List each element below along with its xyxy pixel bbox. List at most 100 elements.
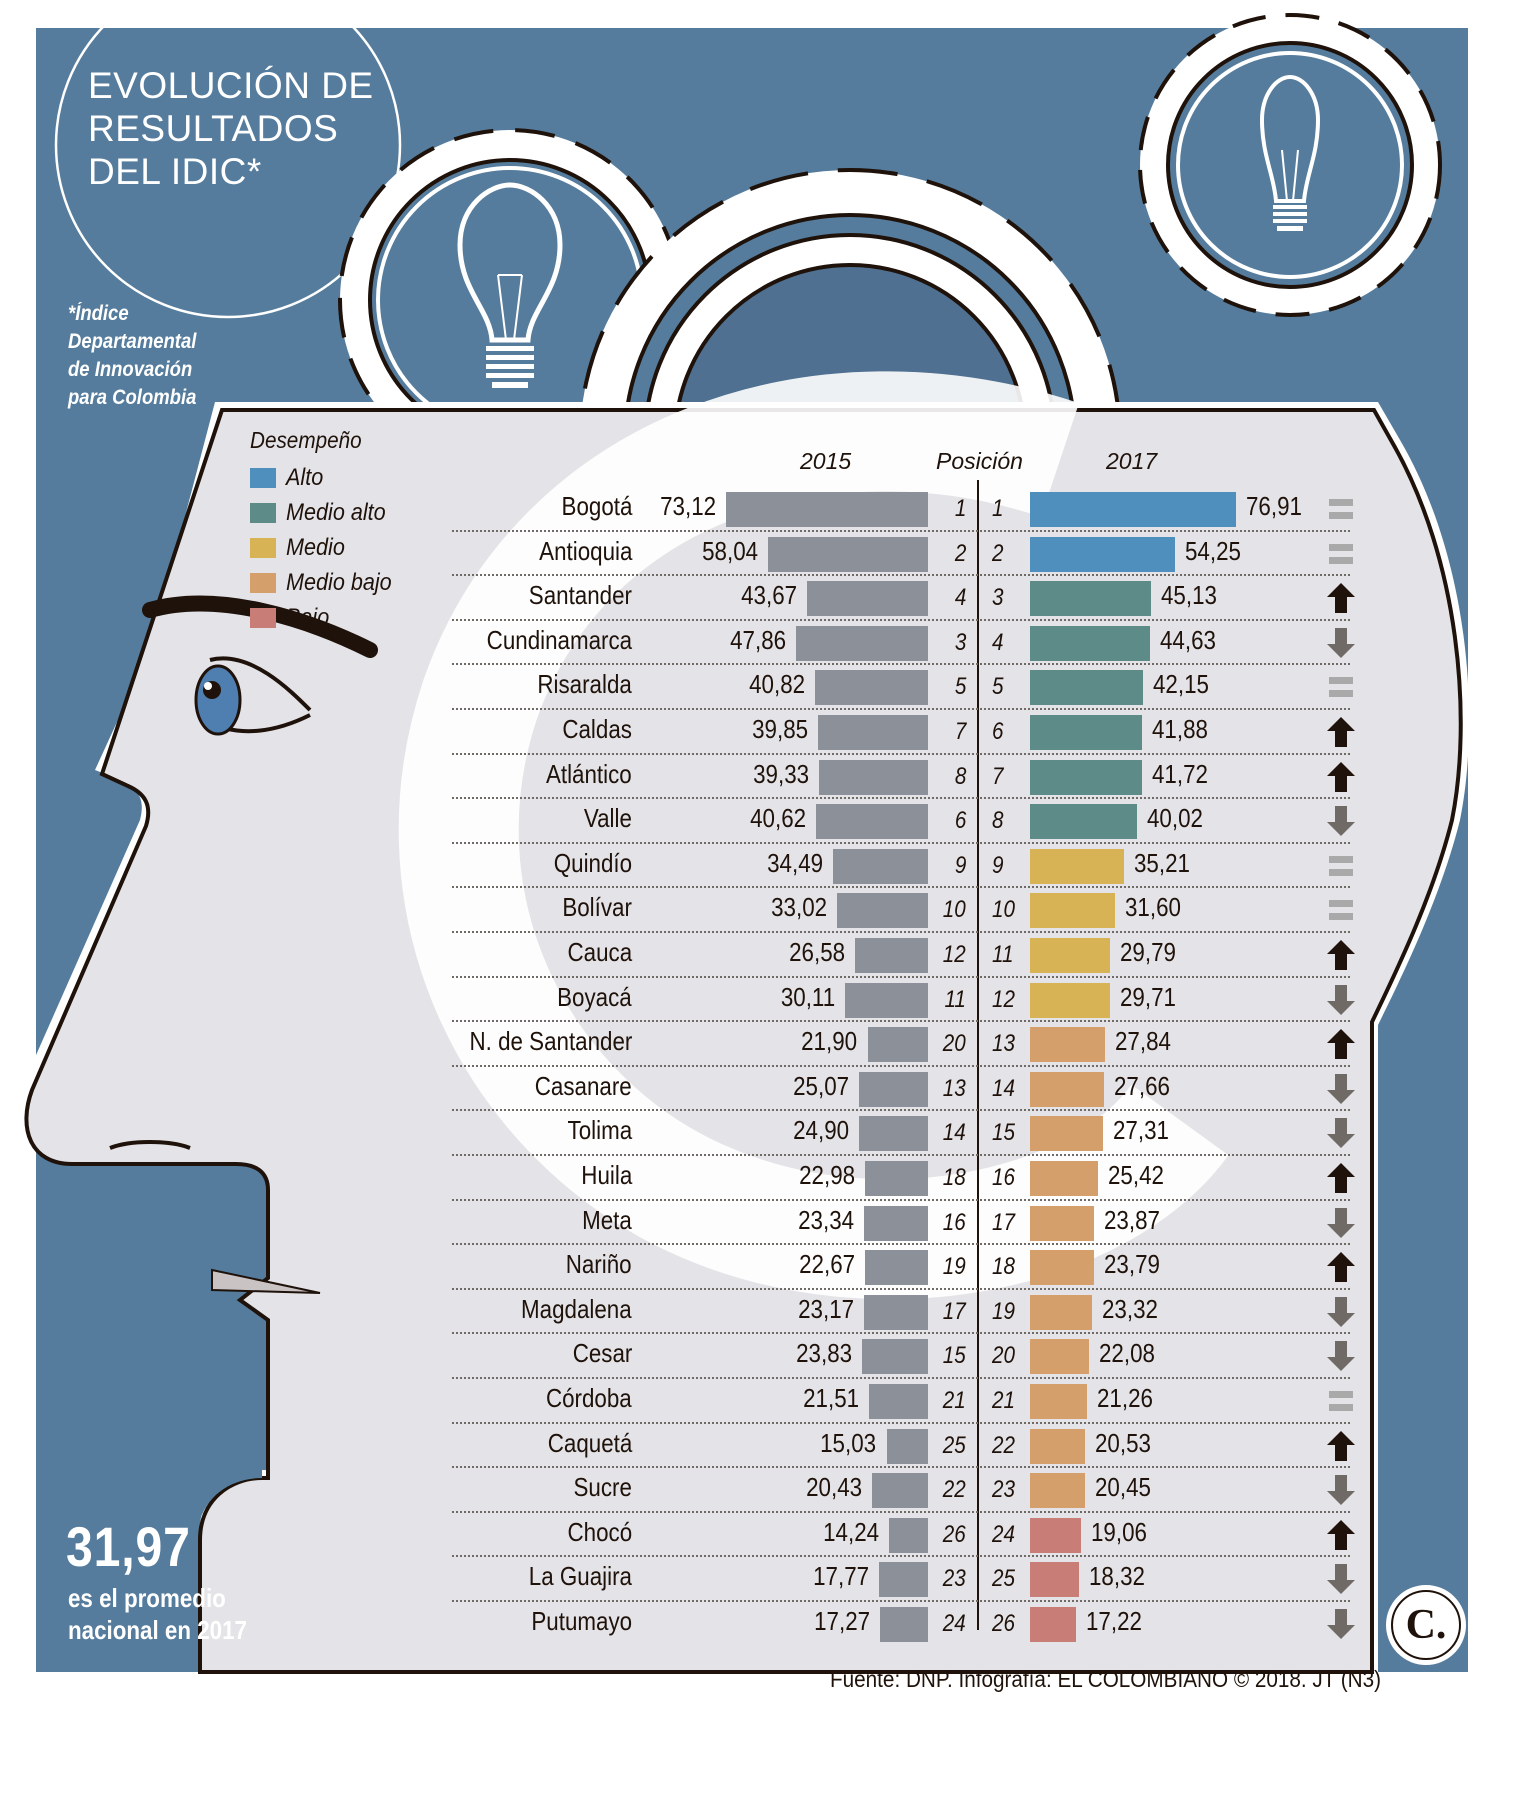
- position-2017: 26: [992, 1610, 1015, 1637]
- table-row: Casanare 25,07 13 14 27,66: [0, 1067, 1528, 1112]
- arrow-up-icon: [1326, 1162, 1356, 1194]
- position-2017: 19: [992, 1297, 1015, 1325]
- arrow-up-icon: [1326, 1519, 1356, 1551]
- arrow-down-icon: [1326, 984, 1356, 1016]
- bar-2015: [867, 1027, 928, 1063]
- table-row: Caldas 39,85 7 6 41,88: [0, 710, 1528, 755]
- legend-title: Desempeño: [250, 427, 362, 453]
- department-name: Quindío: [553, 847, 632, 878]
- department-name: Cauca: [567, 937, 632, 967]
- department-name: Cesar: [572, 1338, 632, 1369]
- value-2015: 40,62: [749, 803, 806, 834]
- logo-mark: C.: [1391, 1590, 1461, 1660]
- bar-2017: [1030, 848, 1125, 884]
- position-divider: [977, 480, 979, 1630]
- position-2017: 18: [992, 1253, 1015, 1281]
- arrow-up-icon: [1326, 582, 1356, 614]
- value-2017: 23,87: [1103, 1204, 1160, 1235]
- value-2017: 17,22: [1086, 1606, 1143, 1636]
- arrow-down-icon: [1326, 805, 1356, 837]
- value-2015: 15,03: [820, 1427, 877, 1458]
- position-2015: 2: [954, 539, 966, 567]
- bar-2015: [863, 1205, 928, 1241]
- table-row: Meta 23,34 16 17 23,87: [0, 1201, 1528, 1246]
- position-2017: 9: [992, 851, 1004, 879]
- bar-2017: [1030, 893, 1115, 929]
- legend-item: Alto: [250, 460, 403, 495]
- el-colombiano-logo: C.: [1386, 1585, 1466, 1665]
- table-row: Tolima 24,90 14 15 27,31: [0, 1111, 1528, 1156]
- position-2015: 6: [954, 807, 966, 835]
- bar-2015: [854, 938, 928, 973]
- bar-2017: [1030, 1607, 1077, 1642]
- value-2015: 21,90: [801, 1026, 858, 1057]
- bar-2015: [767, 536, 928, 572]
- equal-icon: [1326, 493, 1356, 525]
- row-separator: [452, 663, 1350, 666]
- bar-2015: [871, 1473, 928, 1509]
- department-name: Chocó: [567, 1516, 632, 1547]
- legend-label: Alto: [286, 463, 324, 491]
- legend-swatch: [250, 502, 276, 523]
- arrow-down-icon: [1326, 1474, 1356, 1506]
- department-name: Casanare: [535, 1070, 632, 1101]
- department-name: Córdoba: [546, 1383, 632, 1413]
- position-2015: 17: [943, 1297, 966, 1325]
- table-row: Risaralda 40,82 5 5 42,15: [0, 665, 1528, 710]
- value-2015: 14,24: [822, 1516, 879, 1547]
- position-2017: 11: [992, 941, 1014, 968]
- bar-2015: [819, 759, 928, 795]
- value-2017: 44,63: [1159, 624, 1216, 655]
- value-2017: 35,21: [1134, 847, 1191, 878]
- legend: Desempeño Alto Medio alto Medio Medio bajo B…: [250, 427, 403, 635]
- position-2015: 15: [943, 1342, 966, 1370]
- value-2017: 27,31: [1113, 1115, 1170, 1146]
- bar-2015: [858, 1071, 928, 1107]
- value-2015: 17,77: [813, 1561, 869, 1592]
- bar-2017: [1030, 1161, 1099, 1196]
- page-title: EVOLUCIÓN DE RESULTADOS DEL IDIC*: [88, 64, 374, 193]
- nostril-icon: [109, 1140, 191, 1150]
- arrow-up-icon: [1326, 1430, 1356, 1462]
- position-2015: 5: [954, 673, 966, 701]
- position-2017: 16: [992, 1164, 1015, 1191]
- table-row: Sucre 20,43 22 23 20,45: [0, 1468, 1528, 1513]
- position-2015: 24: [943, 1610, 966, 1637]
- department-name: Caldas: [562, 714, 632, 744]
- national-average-label: es el promedio nacional en 2017: [68, 1582, 247, 1646]
- bar-2017: [1030, 1339, 1090, 1375]
- table-row: Córdoba 21,51 21 21 21,26: [0, 1379, 1528, 1424]
- stat-label-line: nacional en 2017: [68, 1615, 247, 1645]
- bar-2017: [1030, 1294, 1093, 1330]
- legend-swatch: [250, 607, 276, 628]
- arrow-down-icon: [1326, 1117, 1356, 1149]
- value-2017: 76,91: [1246, 491, 1303, 521]
- bar-2017: [1030, 1071, 1105, 1107]
- department-name: Antioquia: [538, 535, 632, 566]
- value-2015: 43,67: [741, 580, 798, 611]
- value-2015: 23,17: [798, 1293, 855, 1324]
- value-2015: 22,67: [799, 1249, 856, 1280]
- bar-2017: [1030, 1027, 1105, 1063]
- bar-2017: [1030, 1517, 1082, 1553]
- arrow-down-icon: [1326, 1073, 1356, 1105]
- department-name: Valle: [583, 803, 632, 834]
- equal-icon: [1326, 850, 1356, 882]
- department-name: Bogotá: [561, 491, 632, 521]
- table-row: Valle 40,62 6 8 40,02: [0, 799, 1528, 844]
- bar-2017: [1030, 982, 1110, 1018]
- lip-icon: [211, 1268, 321, 1294]
- department-name: Santander: [528, 580, 632, 611]
- table-row: Atlántico 39,33 8 7 41,72: [0, 755, 1528, 800]
- arrow-down-icon: [1326, 1340, 1356, 1372]
- table-row: Cundinamarca 47,86 3 4 44,63: [0, 621, 1528, 666]
- table-row: Putumayo 17,27 24 26 17,22: [0, 1602, 1528, 1647]
- department-name: Caquetá: [547, 1427, 632, 1458]
- row-separator: [452, 707, 1350, 710]
- arrow-down-icon: [1326, 1296, 1356, 1328]
- row-separator: [452, 886, 1350, 889]
- position-2017: 15: [992, 1119, 1015, 1147]
- bar-2017: [1030, 1205, 1094, 1241]
- department-name: Atlántico: [546, 758, 632, 789]
